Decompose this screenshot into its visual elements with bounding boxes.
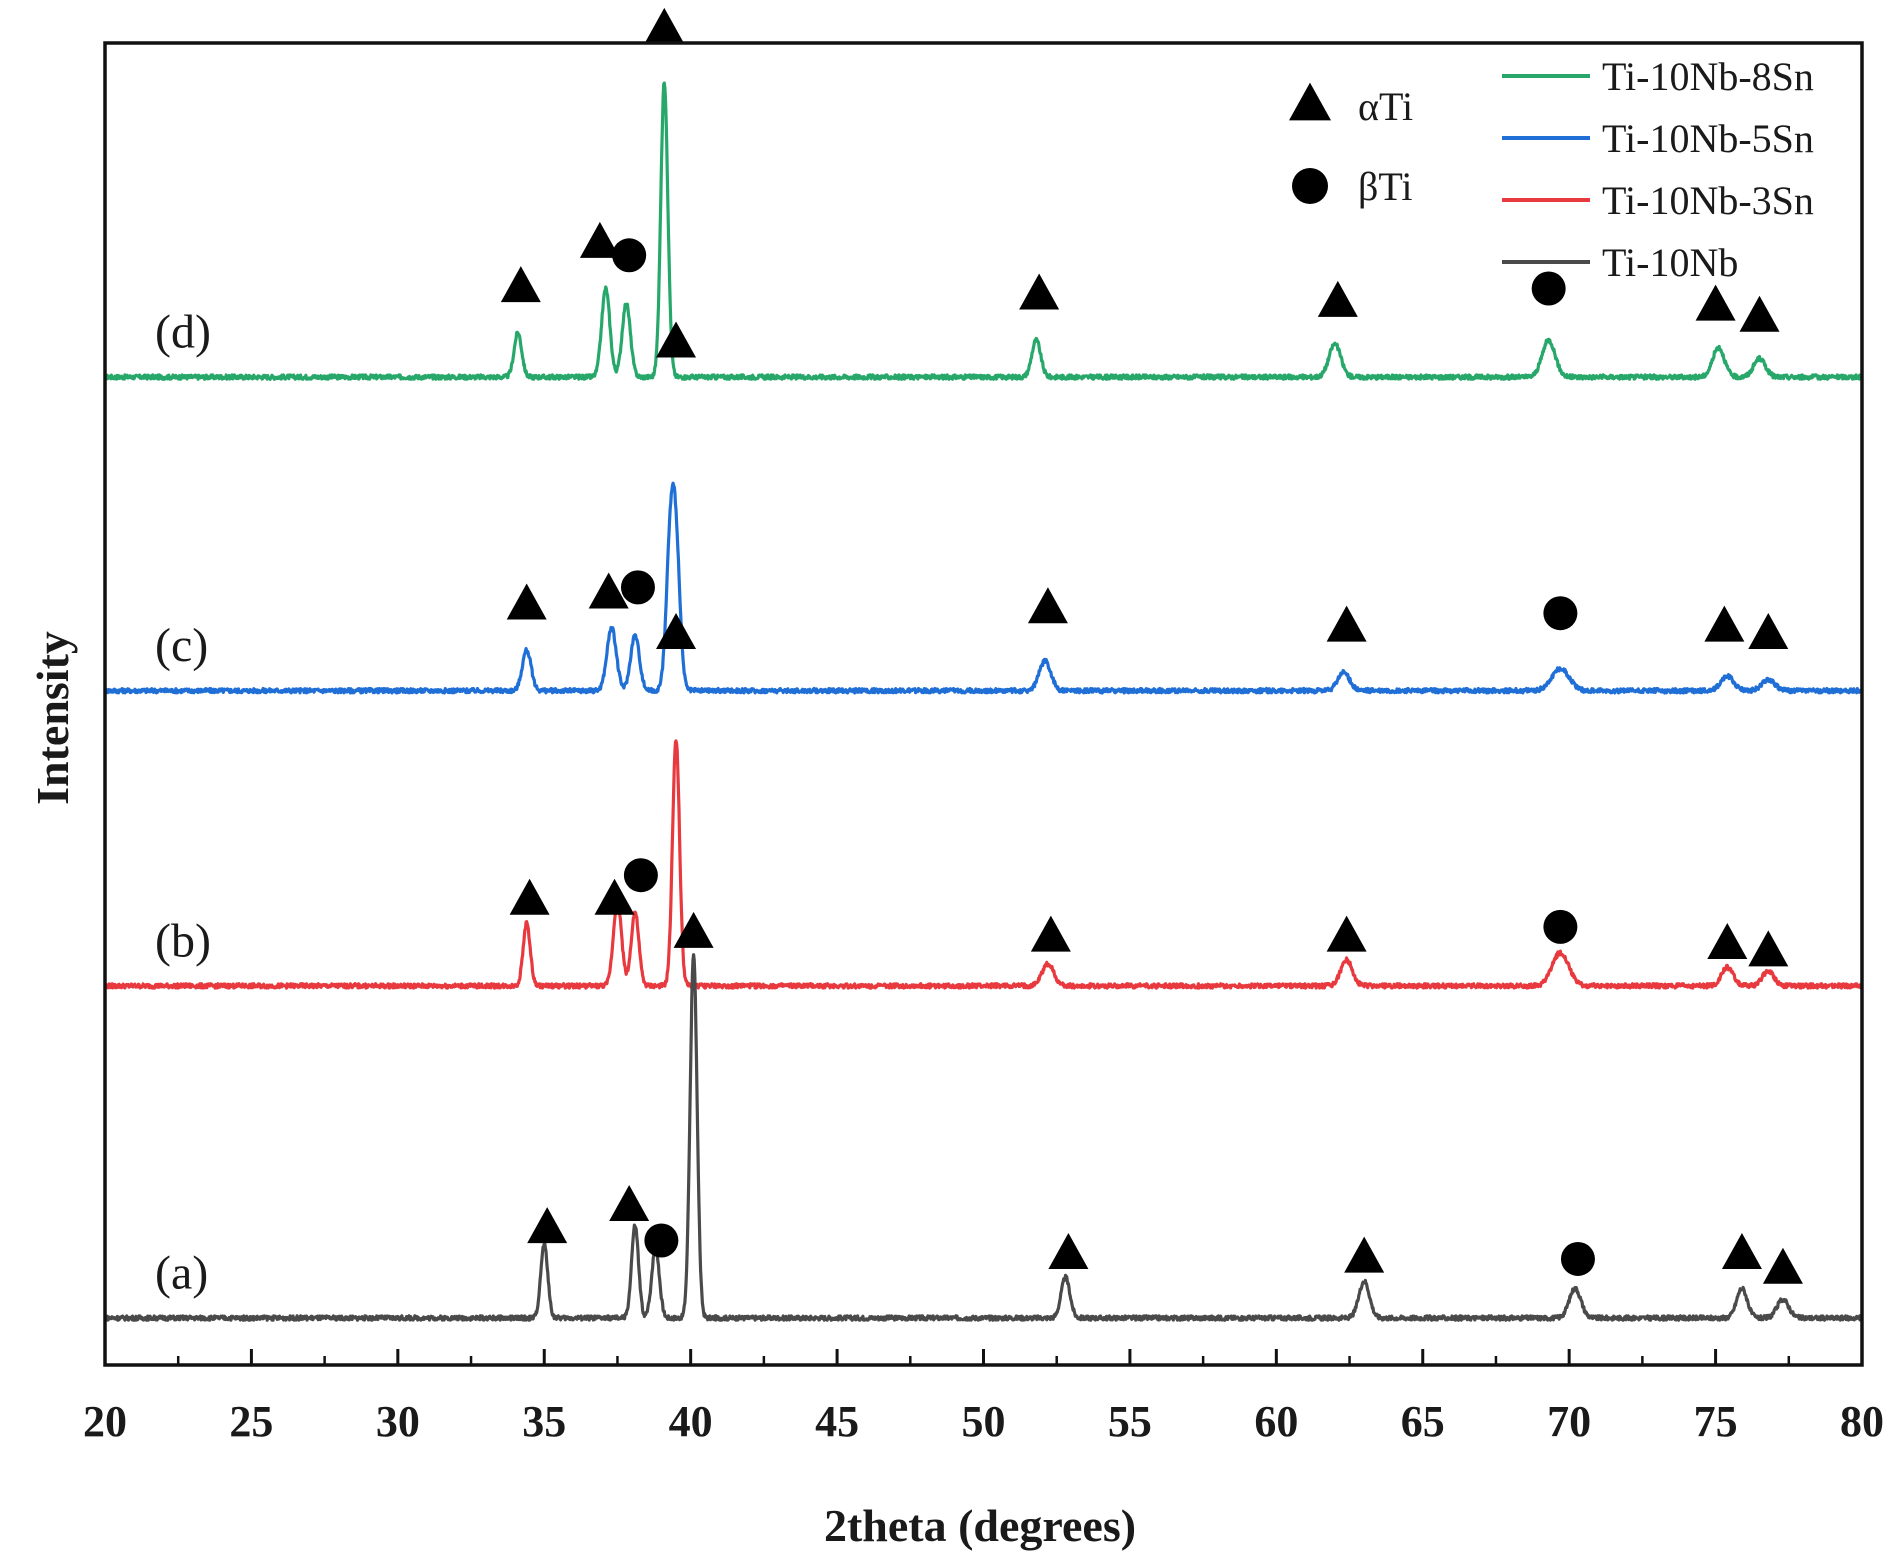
y-axis-title: Intensity — [27, 631, 78, 805]
legend-label: Ti-10Nb-5Sn — [1602, 116, 1814, 161]
alpha-ti-marker — [656, 613, 697, 650]
x-tick-label: 30 — [376, 1397, 420, 1446]
phase-markers — [500, 7, 1803, 1284]
alpha-ti-marker — [1048, 1232, 1089, 1269]
x-tick-label: 60 — [1254, 1397, 1298, 1446]
beta-ti-marker — [1543, 596, 1578, 631]
x-tick-label: 20 — [83, 1397, 127, 1446]
alpha-legend-icon — [1289, 82, 1331, 121]
alpha-ti-marker — [1317, 280, 1358, 317]
curve-label-d: (d) — [155, 306, 211, 359]
x-tick-label: 75 — [1694, 1397, 1738, 1446]
alpha-ti-marker — [1030, 915, 1071, 952]
alpha-ti-marker — [1326, 605, 1367, 642]
curve-label-b: (b) — [155, 914, 211, 967]
x-tick-label: 65 — [1401, 1397, 1445, 1446]
alpha-ti-marker — [1707, 922, 1748, 959]
x-tick-label: 80 — [1840, 1397, 1884, 1446]
x-tick-label: 70 — [1547, 1397, 1591, 1446]
alpha-ti-marker — [1721, 1232, 1762, 1269]
alpha-ti-marker — [1739, 295, 1780, 332]
axes: 20 25 30 35 40 45 50 55 60 65 70 75 80 — [83, 41, 1884, 1446]
alpha-ti-marker — [527, 1207, 568, 1244]
curve-labels: (d) (c) (b) (a) — [155, 306, 211, 1300]
alpha-ti-marker — [609, 1184, 650, 1221]
beta-ti-marker — [623, 858, 658, 893]
series-line-b — [103, 739, 1864, 990]
alpha-ti-marker — [506, 583, 547, 620]
alpha-ti-marker — [500, 266, 541, 303]
diffraction-curves — [103, 81, 1864, 1322]
series-line-c — [103, 481, 1864, 695]
curve-label-c: (c) — [155, 619, 208, 672]
x-tick-label: 40 — [669, 1397, 713, 1446]
phase-legend-label: βTi — [1358, 164, 1413, 209]
beta-ti-marker — [644, 1223, 679, 1258]
beta-ti-marker — [1543, 909, 1578, 944]
beta-ti-marker — [1560, 1241, 1595, 1276]
beta-ti-marker — [620, 570, 655, 605]
plot-frame — [103, 41, 1864, 1367]
alpha-ti-marker — [673, 911, 714, 948]
x-tick-label: 35 — [522, 1397, 566, 1446]
alpha-ti-marker — [1027, 587, 1068, 624]
x-tick-label: 25 — [229, 1397, 273, 1446]
alpha-ti-marker — [656, 321, 697, 358]
alpha-ti-marker — [1748, 930, 1789, 967]
legend-label: Ti-10Nb-3Sn — [1602, 178, 1814, 223]
series-line-a — [103, 953, 1864, 1322]
phase-legend-label: αTi — [1358, 84, 1413, 129]
alpha-ti-marker — [588, 572, 629, 609]
x-axis-title: 2theta (degrees) — [824, 1500, 1136, 1551]
legend-label: Ti-10Nb — [1602, 240, 1738, 285]
legends: Ti-10Nb-8Sn Ti-10Nb-5Sn Ti-10Nb-3Sn Ti-10Nb… — [1289, 54, 1814, 285]
x-tick-label: 45 — [815, 1397, 859, 1446]
alpha-ti-marker — [1748, 613, 1789, 650]
beta-ti-marker — [1531, 271, 1566, 306]
x-tick-label: 55 — [1108, 1397, 1152, 1446]
alpha-ti-marker — [594, 878, 635, 915]
legend-label: Ti-10Nb-8Sn — [1602, 54, 1814, 99]
alpha-ti-marker — [1704, 605, 1745, 642]
alpha-ti-marker — [644, 7, 685, 44]
beta-ti-marker — [612, 238, 647, 273]
alpha-ti-marker — [1695, 284, 1736, 321]
alpha-ti-marker — [1344, 1236, 1385, 1273]
series-line-d — [103, 81, 1864, 381]
alpha-ti-marker — [579, 221, 620, 258]
curve-label-a: (a) — [155, 1246, 208, 1299]
x-tick-label: 50 — [962, 1397, 1006, 1446]
alpha-ti-marker — [1326, 915, 1367, 952]
alpha-ti-marker — [509, 878, 550, 915]
alpha-ti-marker — [1762, 1247, 1803, 1284]
alpha-ti-marker — [1019, 273, 1060, 310]
beta-legend-icon — [1292, 168, 1328, 204]
